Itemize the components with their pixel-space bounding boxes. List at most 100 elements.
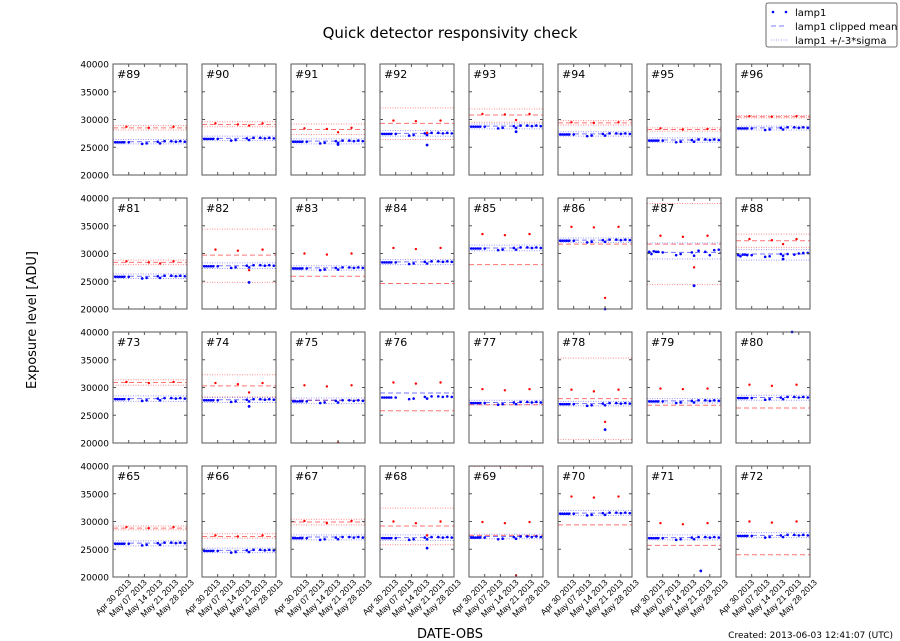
lamp1-point	[158, 398, 162, 402]
lamp1-point	[647, 250, 651, 254]
footer-timestamp: Created: 2013-06-03 12:41:07 (UTC)	[728, 631, 893, 641]
lamp1-point	[252, 548, 255, 552]
second-series-point	[795, 237, 798, 241]
lamp1-point	[478, 401, 482, 405]
lamp1-point	[608, 238, 611, 241]
lamp1-point	[512, 535, 516, 539]
lamp1-point	[741, 396, 745, 400]
second-series-point	[147, 261, 151, 264]
subplot-90: #90	[201, 63, 277, 176]
lamp1-point	[380, 261, 384, 264]
second-series-point	[350, 519, 353, 523]
legend-marker-lamp1	[771, 10, 775, 14]
second-series-point	[236, 382, 240, 386]
lamp1-point	[205, 398, 208, 402]
second-series-point	[214, 248, 217, 251]
plot-data	[291, 518, 365, 542]
lamp1-point	[708, 253, 712, 257]
lamp1-point	[318, 401, 322, 405]
lamp1-point	[140, 142, 144, 146]
lamp1-point	[563, 239, 567, 243]
lamp1-point	[590, 403, 593, 407]
second-series-point	[261, 534, 264, 537]
lamp1-point	[158, 142, 162, 145]
lamp1-point	[496, 248, 500, 252]
lamp1-point	[763, 255, 767, 259]
second-series-point	[603, 296, 607, 300]
y-tick-label: 30000	[80, 116, 109, 126]
second-series-point	[503, 233, 507, 237]
subplot-label: #83	[295, 202, 318, 215]
lamp1-point	[348, 266, 351, 269]
y-tick-label: 40000	[80, 195, 109, 205]
lamp1-point	[348, 535, 351, 539]
lamp1-point	[469, 247, 473, 250]
lamp1-point	[608, 511, 611, 514]
plot-data	[736, 330, 810, 409]
lamp1-point	[305, 267, 308, 270]
second-series-point	[439, 246, 442, 250]
plot-data	[647, 521, 721, 573]
lamp1-point	[558, 239, 562, 243]
lamp1-point	[158, 543, 162, 547]
plot-data	[380, 246, 454, 284]
lamp1-point	[205, 264, 208, 268]
subplot-label: #95	[651, 68, 674, 81]
lamp1-point	[425, 397, 429, 400]
lamp1-point	[298, 400, 302, 403]
lamp1-point	[380, 396, 384, 399]
lamp1-outlier-point	[336, 143, 340, 146]
lamp1-point	[567, 239, 571, 243]
plot-data	[469, 108, 543, 134]
lamp1-point	[763, 128, 767, 132]
plot-data	[469, 466, 543, 577]
subplot-89: 20000 25000 30000 35000 40000 #89	[80, 61, 188, 182]
lamp1-point	[296, 536, 300, 540]
plot-area	[647, 332, 721, 443]
lamp1-point	[318, 268, 322, 272]
lamp1-point	[291, 400, 295, 403]
lamp1-point	[781, 535, 785, 539]
lamp1-point	[127, 275, 130, 279]
lamp1-point	[539, 535, 543, 539]
subplot-label: #82	[206, 202, 229, 215]
second-series-point	[236, 535, 240, 538]
lamp1-point	[178, 541, 182, 544]
lamp1-point	[113, 140, 117, 144]
lamp1-point	[514, 537, 518, 541]
subplot-94: #94	[557, 63, 633, 176]
plot-data	[736, 233, 810, 261]
lamp1-point	[387, 396, 391, 399]
lamp1-point	[704, 250, 707, 254]
lamp1-point	[745, 127, 749, 130]
subplot-93: #93	[468, 63, 544, 176]
lamp1-point	[211, 137, 215, 141]
second-series-point	[214, 381, 217, 385]
lamp1-point	[202, 549, 206, 553]
lamp1-point	[708, 399, 712, 403]
plot-data	[113, 259, 187, 280]
lamp1-point	[679, 140, 682, 143]
lamp1-point	[501, 537, 504, 541]
lamp1-point	[763, 536, 767, 539]
lamp1-point	[717, 248, 721, 251]
lamp1-point	[501, 126, 504, 130]
lamp1-point	[674, 538, 678, 542]
lamp1-point	[572, 512, 575, 516]
second-series-point	[425, 131, 429, 135]
lamp1-point	[205, 549, 208, 553]
lamp1-point	[539, 124, 543, 128]
lamp1-point	[294, 400, 297, 403]
lamp1-point	[781, 254, 785, 258]
lamp1-point	[806, 534, 810, 537]
second-series-point	[592, 390, 596, 393]
lamp1-point	[430, 131, 433, 135]
lamp1-point	[496, 403, 500, 407]
lamp1-point	[122, 275, 126, 279]
y-tick-label: 20000	[80, 306, 109, 316]
lamp1-point	[356, 266, 360, 269]
lamp1-point	[590, 134, 593, 137]
second-series-point	[681, 523, 685, 526]
lamp1-point	[628, 511, 632, 515]
lamp1-point	[519, 535, 522, 538]
